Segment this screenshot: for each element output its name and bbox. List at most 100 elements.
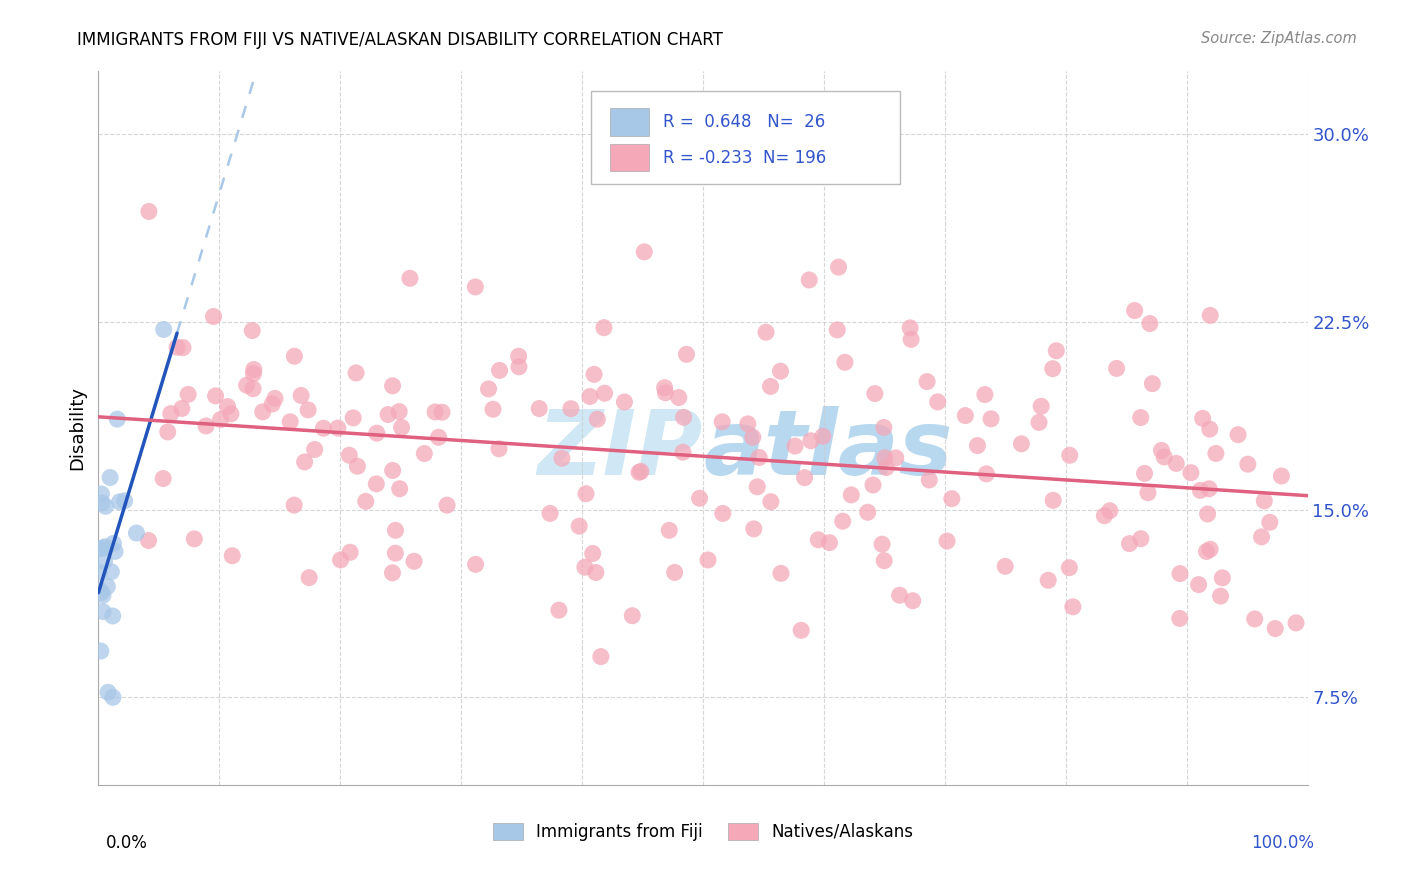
Point <box>941 491 963 506</box>
Point <box>1253 493 1275 508</box>
Point <box>1227 427 1250 442</box>
Text: IMMIGRANTS FROM FIJI VS NATIVE/ALASKAN DISABILITY CORRELATION CHART: IMMIGRANTS FROM FIJI VS NATIVE/ALASKAN D… <box>77 31 723 49</box>
Point <box>1180 466 1202 480</box>
Point <box>1010 437 1032 451</box>
Point <box>156 425 179 439</box>
Point <box>89 583 111 598</box>
Point <box>209 412 232 426</box>
Point <box>689 491 711 506</box>
Point <box>582 547 605 561</box>
Point <box>586 412 609 426</box>
Point <box>1191 411 1213 425</box>
Point <box>839 488 862 502</box>
Point <box>898 321 921 335</box>
Point <box>100 565 122 579</box>
Point <box>482 402 505 417</box>
Point <box>654 385 676 400</box>
Point <box>90 644 112 658</box>
Point <box>827 260 849 274</box>
Point <box>402 554 425 568</box>
Point <box>183 532 205 546</box>
Point <box>91 605 114 619</box>
Point <box>755 325 778 339</box>
Point <box>294 455 316 469</box>
Point <box>1285 615 1308 630</box>
Point <box>388 404 411 418</box>
Point <box>304 442 326 457</box>
Point <box>221 549 243 563</box>
Point <box>658 524 681 538</box>
Text: R = -0.233  N= 196: R = -0.233 N= 196 <box>664 149 827 167</box>
Point <box>560 401 582 416</box>
Point <box>1168 566 1191 581</box>
Point <box>1045 343 1067 358</box>
Point <box>1168 611 1191 625</box>
Point <box>252 405 274 419</box>
Point <box>1042 361 1064 376</box>
Point <box>1166 457 1188 471</box>
Point <box>889 588 911 602</box>
Point <box>873 450 896 465</box>
Point <box>103 536 125 550</box>
Point <box>901 593 924 607</box>
Point <box>574 560 596 574</box>
FancyBboxPatch shape <box>610 145 648 171</box>
Point <box>90 487 112 501</box>
Point <box>875 460 897 475</box>
Point <box>1189 483 1212 498</box>
Point <box>464 280 486 294</box>
Point <box>159 407 181 421</box>
Point <box>793 470 815 484</box>
Point <box>89 566 111 580</box>
Point <box>101 690 124 705</box>
Point <box>551 451 574 466</box>
Point <box>900 332 922 346</box>
Point <box>114 493 136 508</box>
Point <box>583 368 606 382</box>
Point <box>915 375 938 389</box>
Point <box>863 386 886 401</box>
Point <box>430 405 453 419</box>
Point <box>1038 574 1060 588</box>
Point <box>633 244 655 259</box>
Point <box>548 603 571 617</box>
Point <box>488 363 510 377</box>
Point <box>464 558 486 572</box>
Point <box>628 465 651 479</box>
Text: Source: ZipAtlas.com: Source: ZipAtlas.com <box>1201 31 1357 46</box>
Point <box>538 507 561 521</box>
Point <box>1199 542 1222 557</box>
Point <box>790 624 813 638</box>
Point <box>672 410 695 425</box>
Point <box>94 500 117 514</box>
Point <box>1195 544 1218 558</box>
Point <box>918 473 941 487</box>
Text: 0.0%: 0.0% <box>105 834 148 852</box>
Point <box>138 533 160 548</box>
Point <box>101 609 124 624</box>
Point <box>391 420 413 434</box>
Point <box>529 401 551 416</box>
Point <box>96 580 118 594</box>
Point <box>152 471 174 485</box>
Text: ZIP: ZIP <box>537 406 703 493</box>
Point <box>980 412 1002 426</box>
Point <box>1264 622 1286 636</box>
Point <box>1197 507 1219 521</box>
Point <box>89 541 111 556</box>
Point <box>104 544 127 558</box>
Point <box>873 420 896 434</box>
Point <box>243 362 266 376</box>
Point <box>97 685 120 699</box>
Point <box>1059 448 1081 462</box>
Point <box>1062 599 1084 614</box>
Point <box>927 395 949 409</box>
Point <box>399 271 422 285</box>
Point <box>856 505 879 519</box>
Point <box>1188 577 1211 591</box>
Point <box>152 322 174 336</box>
Point <box>278 415 301 429</box>
Point <box>568 519 591 533</box>
Point <box>862 478 884 492</box>
Point <box>1198 422 1220 436</box>
